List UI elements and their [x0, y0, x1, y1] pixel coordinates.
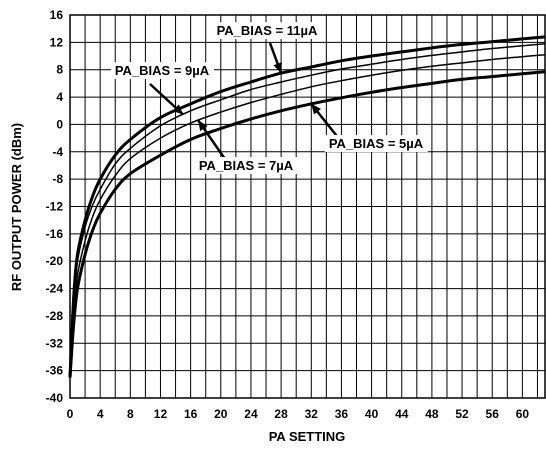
y-tick-label: 12 [50, 35, 64, 49]
annotation-labels: PA_BIAS = 11µA PA_BIAS = 9µA PA_BIAS = 7µA… [110, 22, 428, 174]
annotation-arrowhead [172, 104, 184, 115]
x-tick-label: 12 [154, 407, 168, 421]
annotation-arrowhead [311, 103, 322, 115]
annotation-label: PA_BIAS = 9µA [115, 63, 210, 78]
y-tick-label: -40 [46, 391, 64, 405]
annotation-arrowhead [198, 120, 208, 132]
x-tick-label: 28 [274, 407, 288, 421]
y-tick-label: -20 [46, 254, 64, 268]
x-tick-label: 40 [365, 407, 379, 421]
x-tick-label: 60 [516, 407, 530, 421]
annotation-arrows [149, 42, 341, 160]
y-tick-label: 0 [56, 117, 63, 131]
x-tick-label: 20 [214, 407, 228, 421]
y-tick-label: 16 [50, 8, 64, 22]
y-tick-label: -8 [52, 172, 63, 186]
annotation-label: PA_BIAS = 7µA [199, 158, 294, 173]
y-tick-label: -16 [46, 227, 64, 241]
x-tick-label: 0 [67, 407, 74, 421]
annotation-arrowhead [273, 62, 282, 74]
x-axis-title: PA SETTING [269, 429, 346, 444]
x-tick-label: 16 [184, 407, 198, 421]
annotation-label-background [194, 157, 298, 174]
y-axis-title: RF OUTPUT POWER (dBm) [9, 123, 24, 291]
y-tick-label: -24 [46, 282, 64, 296]
x-tick-label: 8 [127, 407, 134, 421]
y-tick-label: 4 [56, 90, 63, 104]
tick-labels: 0 4 8 12 16 20 24 28 32 36 40 44 48 52 56 601612840-4-8… [46, 8, 530, 421]
y-tick-label: -12 [46, 200, 64, 214]
x-tick-label: 4 [97, 407, 104, 421]
y-tick-label: -28 [46, 309, 64, 323]
annotation-label-background [324, 135, 428, 152]
x-tick-label: 24 [244, 407, 258, 421]
x-tick-label: 44 [395, 407, 409, 421]
y-tick-label: 8 [56, 63, 63, 77]
series-line [68, 35, 546, 378]
x-tick-label: 56 [486, 407, 500, 421]
y-tick-label: -32 [46, 336, 64, 350]
annotation-label-background [110, 62, 214, 79]
annotation-label: PA_BIAS = 5µA [329, 136, 424, 151]
x-tick-label: 32 [305, 407, 319, 421]
y-tick-label: -4 [52, 145, 63, 159]
x-tick-label: 48 [425, 407, 439, 421]
x-tick-label: 52 [455, 407, 469, 421]
series-line [68, 70, 546, 378]
y-tick-label: -36 [46, 364, 64, 378]
series-line [69, 42, 546, 378]
annotation-label-background [212, 22, 323, 39]
x-tick-label: 36 [335, 407, 349, 421]
series-line [69, 53, 546, 378]
curves [68, 35, 546, 378]
plot-frame [69, 14, 546, 399]
annotation-label: PA_BIAS = 11µA [217, 23, 318, 38]
